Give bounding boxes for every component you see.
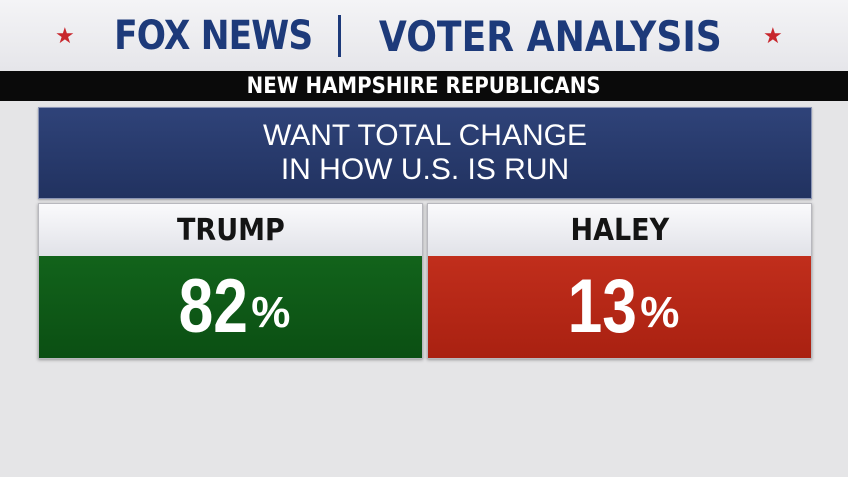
percent-sign: % (640, 288, 680, 337)
candidate-name-header: HALEY (428, 204, 811, 256)
question-panel: WANT TOTAL CHANGE IN HOW U.S. IS RUN (38, 107, 812, 199)
result-value-panel: 82 % (39, 256, 422, 358)
brand-title: FOX NEWS VOTER ANALYSIS (0, 8, 848, 64)
result-card-trump: TRUMP 82 % (38, 203, 423, 359)
result-value: 13 (567, 264, 637, 349)
subheader-text: NEW HAMPSHIRE REPUBLICANS (247, 73, 601, 99)
star-icon: ★ (763, 24, 783, 49)
result-value-panel: 13 % (428, 256, 811, 358)
subheader-bar: NEW HAMPSHIRE REPUBLICANS (0, 71, 848, 101)
candidate-name-header: TRUMP (39, 204, 422, 256)
title-divider (338, 15, 342, 57)
question-line-2: IN HOW U.S. IS RUN (280, 153, 570, 186)
voter-analysis-title: VOTER ANALYSIS (379, 11, 723, 61)
fox-news-logo: FOX NEWS (114, 13, 313, 59)
percent-sign: % (251, 288, 291, 337)
header-banner: ★ FOX NEWS VOTER ANALYSIS ★ (0, 0, 848, 70)
question-line-1: WANT TOTAL CHANGE (263, 119, 587, 152)
star-icon: ★ (55, 24, 75, 49)
result-card-haley: HALEY 13 % (427, 203, 812, 359)
candidate-name: HALEY (570, 212, 669, 248)
candidate-name: TRUMP (176, 212, 285, 248)
result-value: 82 (178, 264, 248, 349)
